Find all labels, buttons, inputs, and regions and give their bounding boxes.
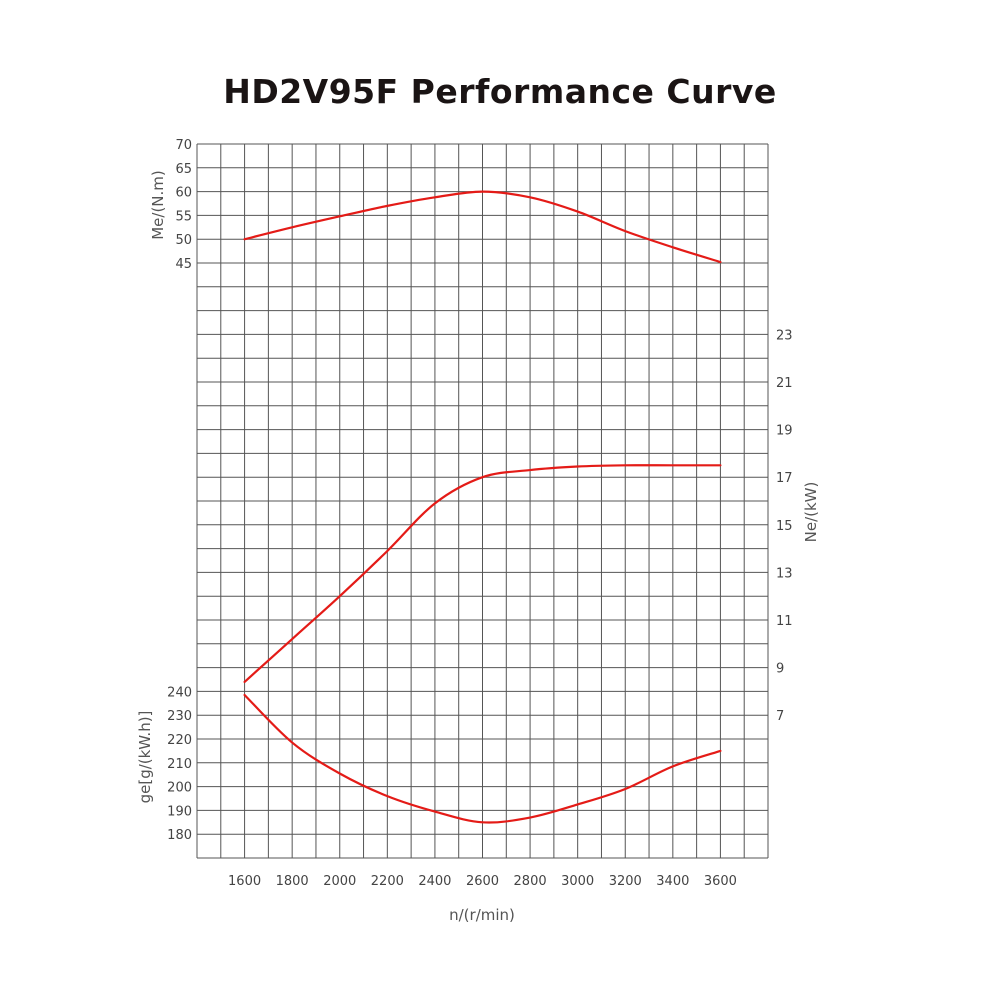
torque-tick-label: 65	[175, 162, 192, 177]
consumption-tick-label: 220	[167, 733, 192, 748]
torque-tick-label: 60	[175, 186, 192, 201]
power-tick-label: 21	[776, 376, 793, 391]
power-tick-label: 7	[776, 709, 784, 724]
consumption-tick-label: 180	[167, 828, 192, 843]
torque-tick-label: 55	[175, 209, 192, 224]
power-tick-label: 11	[776, 614, 793, 629]
consumption-axis-label: ge[g/(kW.h)]	[136, 711, 154, 804]
x-tick-label: 3400	[656, 874, 689, 889]
x-tick-label: 1600	[228, 874, 261, 889]
torque-curve	[243, 190, 722, 264]
consumption-curve	[243, 693, 722, 824]
consumption-tick-label: 230	[167, 709, 192, 724]
power-axis-label: Ne/(kW)	[802, 482, 820, 543]
power-tick-label: 9	[776, 662, 784, 677]
consumption-tick-label: 240	[167, 685, 192, 700]
x-tick-label: 2000	[323, 874, 356, 889]
consumption-tick-label: 210	[167, 757, 192, 772]
x-tick-label: 3600	[704, 874, 737, 889]
torque-tick-label: 45	[175, 257, 192, 272]
consumption-tick-label: 190	[167, 804, 192, 819]
data-series	[243, 190, 722, 824]
axis-ticks: 1600 1800 2000 2200 2400 2600 2800 3000 3200 3400…	[167, 138, 792, 889]
x-tick-label: 2800	[514, 874, 547, 889]
x-tick-label: 3200	[609, 874, 642, 889]
power-tick-label: 15	[776, 519, 793, 534]
power-tick-label: 23	[776, 328, 793, 343]
power-tick-label: 17	[776, 471, 793, 486]
chart-title: HD2V95F Performance Curve	[223, 72, 777, 111]
axis-labels: n/(r/min) Me/(N.m) Ne/(kW) ge[g/(kW.h)]	[136, 170, 820, 924]
x-tick-label: 1800	[276, 874, 309, 889]
power-curve	[243, 464, 722, 683]
consumption-tick-label: 200	[167, 781, 192, 796]
x-tick-label: 2600	[466, 874, 499, 889]
power-tick-label: 19	[776, 424, 793, 439]
torque-tick-label: 50	[175, 233, 192, 248]
power-tick-label: 13	[776, 566, 793, 581]
torque-axis-label: Me/(N.m)	[149, 170, 167, 240]
x-tick-label: 2400	[418, 874, 451, 889]
x-tick-label: 3000	[561, 874, 594, 889]
x-tick-label: 2200	[371, 874, 404, 889]
torque-tick-label: 70	[175, 138, 192, 153]
x-axis-label: n/(r/min)	[449, 906, 515, 924]
chart-grid	[196, 143, 769, 859]
